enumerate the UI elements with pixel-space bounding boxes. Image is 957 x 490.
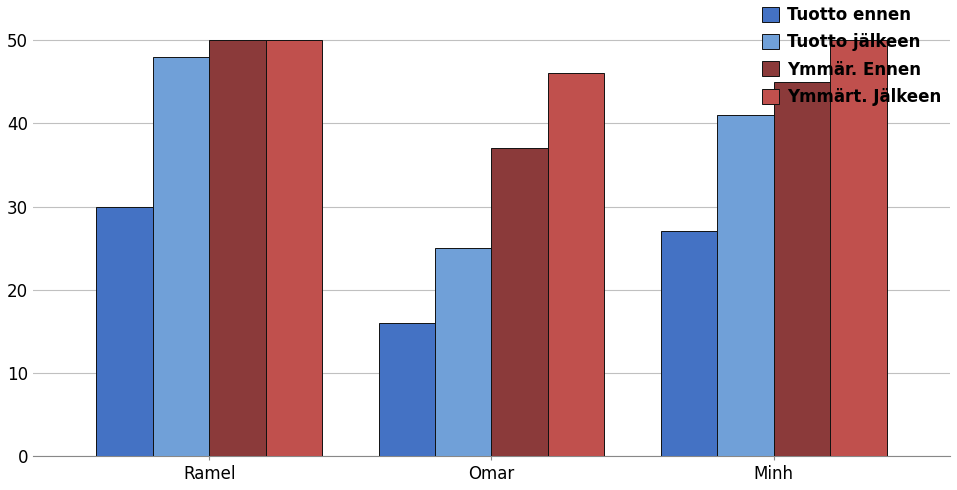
Bar: [548, 74, 605, 456]
Legend: Tuotto ennen, Tuotto jälkeen, Ymmär. Ennen, Ymmärt. Jälkeen: Tuotto ennen, Tuotto jälkeen, Ymmär. Enn…: [763, 6, 942, 106]
Bar: [210, 40, 266, 456]
Bar: [717, 115, 773, 456]
Bar: [773, 82, 830, 456]
Bar: [153, 57, 210, 456]
Bar: [435, 248, 492, 456]
Bar: [97, 207, 153, 456]
Bar: [266, 40, 323, 456]
Bar: [830, 40, 886, 456]
Bar: [660, 231, 717, 456]
Bar: [492, 148, 548, 456]
Bar: [379, 323, 435, 456]
